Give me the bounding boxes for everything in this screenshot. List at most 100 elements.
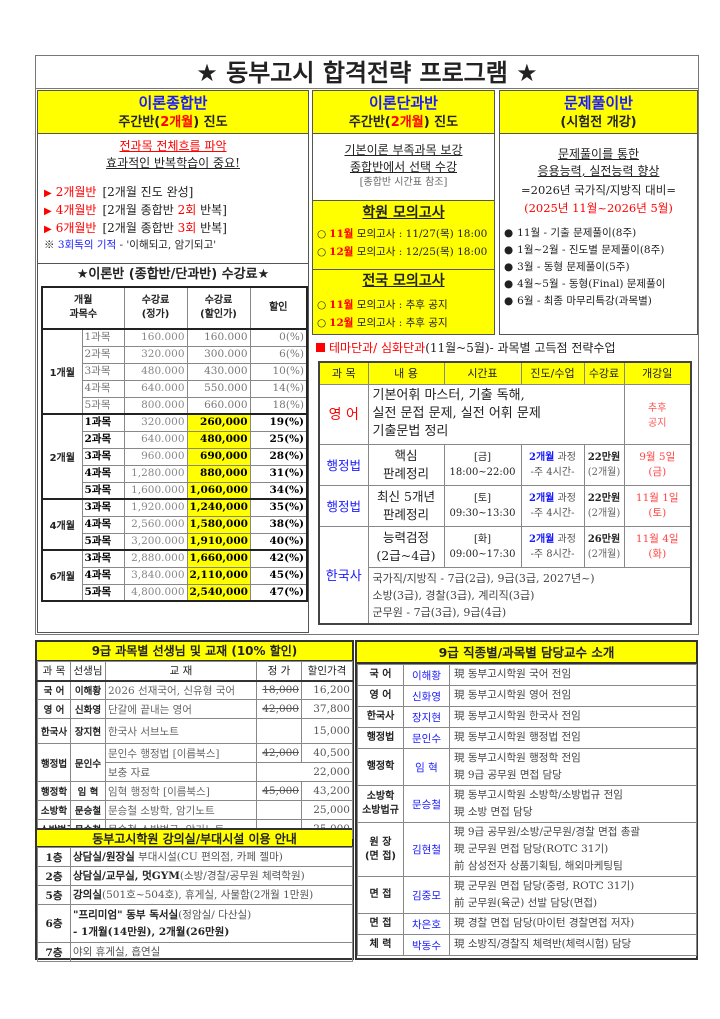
fee-row: 1개월 1과목 160.000 160.000 0(%): [41, 328, 308, 415]
theory-single-body: 기본이론 부족과목 보강 종합반에서 선택 수강 [종합반 시간표 참조]: [312, 133, 495, 201]
prof-name: 문승철: [403, 785, 450, 823]
fee-discount-rate: 42(%): [249, 549, 308, 568]
fee-amount: 22만원: [587, 492, 621, 504]
korhist-note: 국가직/지방직 - 7급(2급), 9급(3급, 2027년~) 소방(3급), …: [367, 566, 692, 624]
book-title: 보충 자료: [105, 762, 257, 782]
theme-content: 최신 5개년 판례정리: [367, 484, 445, 527]
prof-career: 現 동부고시학원 영어 전임: [449, 685, 697, 707]
schedule-time: 09:30~13:30: [449, 507, 516, 519]
line-period: (2025년 11월~2026년 5월): [524, 201, 673, 215]
option-count: 3회: [177, 221, 197, 235]
book-sale-price: 43,200: [301, 781, 353, 801]
book-subject: 행정법: [37, 743, 71, 782]
mock-detail: 모의고사 : 추후 공지: [353, 317, 448, 329]
fee-subjects: 4과목: [81, 515, 125, 534]
career-line: 現 경찰 면접 담당(마이턴 경찰면접 저자): [454, 917, 635, 929]
career-line: 現 군무원 면접 담당(중령, ROTC 31기): [454, 880, 635, 892]
problem-solving-body: 문제풀이를 통한 응용능력, 실전능력 향상 =2026년 국가직/지방직 대비…: [499, 133, 698, 335]
book-subject: 영 어: [37, 699, 71, 719]
schedule-day: [화]: [473, 533, 491, 545]
sub-highlight: 2개월: [390, 115, 424, 130]
fee-period: 1개월: [41, 328, 83, 415]
theme-header: 시간표: [443, 361, 522, 385]
fee-discount-price: 880,000: [186, 464, 251, 483]
mock-month: 12월: [329, 246, 354, 258]
line-target: =2026년 국가직/지방직 대비=: [521, 183, 676, 197]
facility-line: 상담실/원장실 부대시설(CU 편의점, 카페 젤마): [73, 849, 350, 866]
facility-line: "프리미엄" 동부 독서실(정암실/ 다산실): [73, 907, 350, 924]
theory-combined-header: 이론종합반 주간반(2개월) 진도: [37, 90, 309, 134]
theme-progress: 2개월 과정 -주 8시간-: [520, 525, 585, 568]
fee-row: 3과목 960.000 690,000 28(%): [42, 447, 308, 466]
prof-career: 現 동부고시학원 행정법 전임: [449, 727, 697, 749]
prof-career: 現 동부고시학원 한국사 전임: [449, 706, 697, 728]
career-line: 現 동부고시학원 행정법 전임: [454, 731, 581, 743]
fee-list-price: 320.000: [123, 413, 188, 432]
book-title: 문인수 행정법 [이름북스]: [105, 743, 257, 763]
fee-discount-price: 1,240,000: [186, 498, 251, 517]
book-sale-price: 37,800: [301, 699, 353, 719]
facility-desc: 상담실/원장실 부대시설(CU 편의점, 카페 젤마): [70, 847, 353, 867]
profs-section: [355, 640, 698, 960]
fee-title: ★이론반 (종합반/단과반) 수강료★: [76, 267, 270, 282]
prof-career: 現 동부고시학원 소방학/소방법규 전임 現 소방 면접 담당: [449, 785, 697, 823]
theme-row-korhist-note: 국가직/지방직 - 7급(2급), 9급(3급, 2027년~) 소방(3급), …: [319, 566, 692, 624]
fee-header: 개월 과목수: [41, 286, 125, 330]
fee-subjects: 3과목: [81, 498, 125, 517]
facility-title: 동부고시학원 강의실/부대시설 이용 안내: [37, 828, 352, 847]
progress-label: 과정: [554, 492, 576, 504]
theme-open-date: 11월 1일 (토): [623, 484, 692, 527]
fee-list-price: 4,800.000: [123, 583, 188, 602]
book-list-price: 45,000: [256, 781, 302, 801]
national-mock-exam: 전국 모의고사 ○ 11월 모의고사 : 추후 공지 ○ 12월 모의고사 : 추후 …: [312, 269, 495, 335]
open-date: 11월 1일: [635, 491, 679, 504]
prof-name: 이해황: [403, 664, 450, 686]
theme-subject: 행정법: [318, 443, 369, 486]
fee-row: 4과목 2,560.000 1,580,000 38(%): [42, 515, 308, 534]
prof-row: 면 접 김중모 現 군무원 면접 담당(중령, ROTC 31기) 前 군무원(육군)…: [357, 876, 697, 914]
prof-row: 한국사 장지현 現 동부고시학원 한국사 전임: [357, 706, 697, 728]
theme-title-highlight: 테마단과/ 심화단과: [329, 341, 426, 355]
fee-row: 5과목 800.000 660.000 18(%): [42, 396, 308, 415]
prof-career: 現 경찰 면접 담당(마이턴 경찰면접 저자): [449, 913, 697, 935]
note-text: - '이해되고, 암기되고': [116, 239, 217, 251]
note-line: 국가직/지방직 - 7급(2급), 9급(3급, 2027년~): [372, 571, 595, 585]
theme-schedule: [화] 09:00~17:30: [443, 525, 522, 568]
prof-row: 행정학 임 혁 現 동부고시학원 행정학 전임 現 9급 공무원 면접 담당: [357, 748, 697, 786]
option-name: 2개월반: [55, 185, 97, 199]
prof-name: 박동수: [403, 934, 450, 956]
theme-header: 개강일: [623, 361, 692, 385]
fee-header: 수강료 (할인가): [186, 286, 251, 330]
fee-subjects: 5과목: [81, 532, 125, 551]
fee-row: 5과목 3,200.000 1,910,000 40(%): [42, 532, 308, 551]
prof-name: 임 혁: [403, 748, 450, 786]
triangle-icon: ▶: [44, 188, 52, 199]
facility-desc: "프리미엄" 동부 독서실(정암실/ 다산실) - 1개월(14만원), 2개월(…: [70, 904, 353, 943]
three-reads-note: ※ 3회독의 기적 - '이해되고, 암기되고': [44, 238, 302, 253]
theme-header: 수강료: [583, 361, 625, 385]
fee-subjects: 3과목: [81, 447, 125, 466]
books-row: 영 어 신화영 단갈에 끝내는 영어 42,000 37,800: [37, 699, 353, 719]
career-line: 現 소방직/경찰직 체력반(체력시험) 담당: [454, 938, 632, 950]
fee-discount-rate: 35(%): [249, 498, 308, 517]
fee-subjects: 1과목: [81, 413, 125, 432]
fee-period: 2개월: [41, 413, 83, 500]
fee-table: 개월 과목수 수강료 (정가) 수강료 (할인가) 할인 1개월 1과목 160.000 16…: [41, 286, 309, 602]
floor: 6층: [37, 904, 71, 943]
fee-subjects: 3과목: [81, 362, 125, 381]
schedule-time: 18:00~22:00: [449, 466, 516, 478]
theme-schedule: [토] 09:30~13:30: [443, 484, 522, 527]
book-title: 2026 선재국어, 신유형 국어: [105, 680, 257, 700]
fee-subjects: 4과목: [81, 566, 125, 585]
theme-title: 테마단과/ 심화단과(11월~5월)- 과목별 고득점 전략수업: [316, 340, 616, 356]
prof-name: 차은호: [403, 913, 450, 935]
book-teacher: 문승철: [70, 800, 106, 820]
option-desc: [2개월 진도 완성]: [102, 185, 194, 199]
fee-discount-rate: 10(%): [249, 362, 308, 381]
theme-subject: 한국사: [318, 525, 369, 624]
book-title: 단갈에 끝내는 영어: [105, 699, 257, 719]
facility-detail: (501호~504호), 휴게실, 사물함(2개월 1만원): [101, 888, 314, 901]
theme-content: 핵심 판례정리: [367, 443, 445, 486]
line-repeat: 효과적인 반복학습이 중요!: [106, 156, 240, 170]
